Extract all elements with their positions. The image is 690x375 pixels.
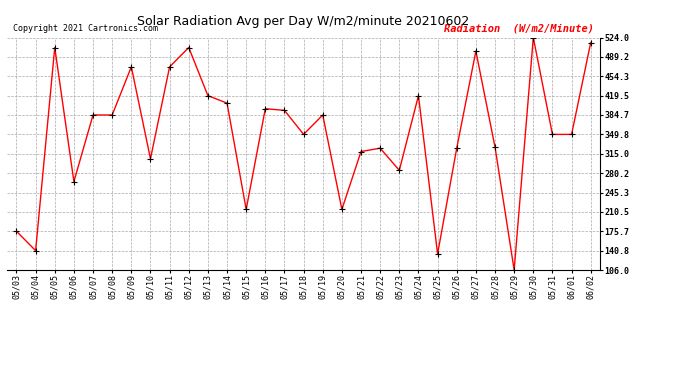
Text: Solar Radiation Avg per Day W/m2/minute 20210602: Solar Radiation Avg per Day W/m2/minute … bbox=[137, 15, 470, 28]
Text: Radiation  (W/m2/Minute): Radiation (W/m2/Minute) bbox=[444, 24, 594, 33]
Text: Copyright 2021 Cartronics.com: Copyright 2021 Cartronics.com bbox=[13, 24, 158, 33]
